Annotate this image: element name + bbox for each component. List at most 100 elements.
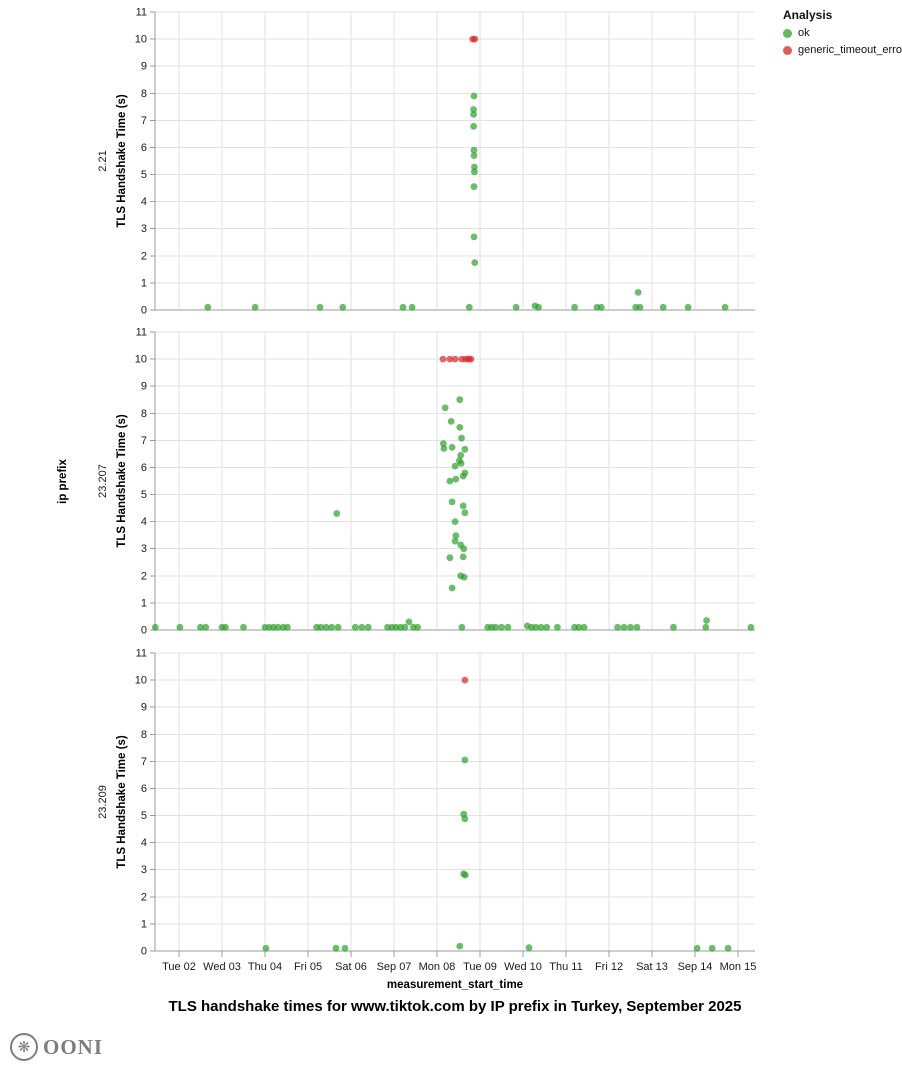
data-point-generic_timeout_error: [439, 355, 447, 363]
x-tick-label: Sep 14: [678, 961, 713, 973]
y-axis-title: TLS Handshake Time (s): [116, 735, 128, 869]
data-point-ok: [470, 152, 478, 160]
data-point-ok: [670, 623, 677, 631]
y-tick-label: 5: [141, 489, 147, 501]
y-tick-label: 2: [141, 891, 147, 903]
ok-swatch-icon: [783, 29, 792, 38]
chart-title: TLS handshake times for www.tiktok.com b…: [168, 998, 742, 1015]
y-tick-label: 6: [141, 462, 147, 474]
data-point-ok: [274, 623, 282, 631]
y-tick-label: 7: [141, 115, 147, 127]
x-axis: Tue 02 Wed 03 Thu 04 Fri 05 Sat 06 Sep 07 Mon …: [162, 951, 756, 991]
data-point-ok: [176, 623, 184, 631]
y-tick-label: 7: [141, 756, 147, 768]
data-point-ok: [451, 518, 459, 525]
data-point-ok: [471, 163, 478, 171]
x-tick-label: Mon 15: [720, 961, 757, 973]
data-point-ok: [633, 623, 641, 631]
y-tick-label: 4: [141, 516, 147, 528]
data-point-ok: [456, 424, 464, 431]
data-point-ok: [580, 623, 588, 631]
data-point-ok: [721, 303, 729, 311]
data-point-ok: [440, 445, 448, 452]
data-point-ok: [627, 623, 634, 631]
legend-item-label: ok: [798, 27, 810, 39]
data-point-ok: [451, 462, 459, 470]
data-point-ok: [408, 303, 416, 311]
data-point-ok: [151, 623, 159, 631]
data-point-ok: [456, 396, 464, 404]
data-point-ok: [460, 573, 468, 581]
row-label: 23.209: [97, 785, 109, 819]
data-point-ok: [456, 942, 464, 950]
facet-panel-23.207: 0 1 2 3 4 5 6 7 8 9 10 11 23.207 TLS Handshake Time (…: [97, 327, 755, 637]
y-tick-label: 7: [141, 435, 147, 447]
y-tick-label: 3: [141, 223, 147, 235]
data-point-ok: [543, 623, 551, 631]
data-point-ok: [708, 944, 716, 952]
data-point-ok: [459, 553, 467, 561]
data-point-ok: [465, 303, 473, 311]
y-tick-label: 2: [141, 570, 147, 582]
data-point-ok: [537, 623, 545, 631]
y-tick-label: 11: [136, 648, 147, 660]
data-point-ok: [614, 623, 621, 631]
data-point-ok: [333, 510, 341, 517]
y-tick-label: 1: [141, 918, 147, 930]
y-tick-label: 8: [141, 408, 147, 420]
data-point-ok: [532, 623, 540, 631]
legend-item-ok: ok: [783, 26, 902, 41]
data-point-ok: [470, 183, 478, 191]
data-point-ok: [339, 303, 347, 311]
data-point-ok: [322, 623, 330, 631]
ooni-flower-icon: ❋: [10, 1033, 38, 1061]
y-tick-label: 9: [141, 61, 147, 73]
data-point-ok: [405, 618, 413, 626]
data-point-ok: [724, 944, 732, 952]
data-point-ok: [571, 303, 578, 311]
y-tick-label: 5: [141, 169, 147, 181]
data-point-ok: [525, 944, 533, 952]
row-label: 2.21: [97, 150, 109, 171]
data-point-ok: [451, 537, 459, 545]
data-point-ok: [197, 623, 204, 631]
data-point-generic_timeout_error: [471, 35, 479, 43]
y-tick-label: 4: [141, 837, 147, 849]
legend-item-label: generic_timeout_error: [798, 44, 902, 56]
legend-title: Analysis: [783, 8, 833, 22]
data-point-ok: [492, 623, 499, 631]
legend-item-generic-timeout-error: generic_timeout_error: [783, 43, 902, 58]
data-point-ok: [358, 623, 366, 631]
data-point-ok: [684, 303, 692, 311]
data-point-ok: [328, 623, 335, 631]
data-point-ok: [334, 623, 342, 631]
x-tick-label: Fri 05: [294, 961, 322, 973]
data-point-generic_timeout_error: [461, 676, 469, 684]
data-point-ok: [747, 623, 755, 631]
data-point-ok: [202, 623, 210, 631]
legend: Analysis ok generic_timeout_error: [783, 8, 902, 58]
data-point-ok: [414, 623, 421, 631]
data-point-ok: [452, 532, 460, 540]
data-point-ok: [620, 623, 628, 631]
error-swatch-icon: [783, 46, 792, 55]
data-point-ok: [498, 623, 505, 631]
data-point-ok: [448, 444, 456, 451]
y-tick-label: 6: [141, 783, 147, 795]
y-tick-label: 9: [141, 381, 147, 393]
data-point-ok: [461, 756, 469, 764]
data-point-ok: [364, 623, 372, 631]
y-tick-label: 2: [141, 250, 147, 262]
data-point-ok: [461, 445, 469, 453]
data-point-ok: [597, 303, 605, 311]
data-point-ok: [470, 233, 478, 241]
data-point-ok: [222, 623, 229, 631]
y-tick-label: 8: [141, 729, 147, 741]
data-point-ok: [457, 451, 465, 459]
data-point-ok: [459, 472, 467, 480]
y-tick-label: 0: [141, 305, 147, 317]
data-point-ok: [462, 871, 469, 879]
data-point-ok: [634, 289, 642, 296]
data-point-ok: [458, 434, 465, 442]
